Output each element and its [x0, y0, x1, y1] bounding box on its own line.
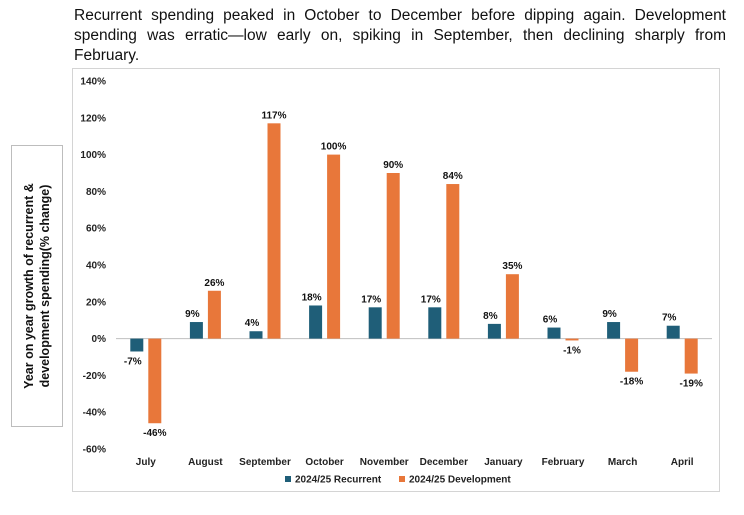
y-axis-title-box	[11, 145, 63, 427]
development-bar	[148, 338, 162, 424]
x-category-label: March	[608, 457, 637, 468]
development-bar	[684, 338, 698, 374]
recurrent-data-label: 17%	[361, 294, 381, 305]
y-tick-label: -20%	[83, 371, 106, 382]
x-category-label: July	[136, 457, 156, 468]
development-bar	[267, 123, 281, 339]
recurrent-bar	[487, 323, 501, 339]
development-bar	[625, 338, 639, 372]
recurrent-bar	[428, 307, 442, 339]
y-tick-label: -60%	[83, 445, 106, 456]
development-data-label: 90%	[383, 160, 403, 171]
development-data-label: 35%	[502, 261, 522, 272]
development-data-label: -19%	[680, 379, 703, 390]
recurrent-bar	[666, 325, 680, 339]
recurrent-bar	[130, 338, 144, 352]
recurrent-bar	[309, 305, 323, 339]
recurrent-data-label: 17%	[421, 294, 441, 305]
recurrent-data-label: -7%	[124, 356, 142, 367]
development-bar	[446, 184, 460, 339]
recurrent-data-label: 6%	[543, 315, 558, 326]
x-category-label: February	[542, 457, 585, 468]
recurrent-data-label: 4%	[245, 318, 260, 329]
x-category-label: August	[188, 457, 223, 468]
recurrent-data-label: 18%	[302, 292, 322, 303]
x-category-label: November	[360, 457, 409, 468]
recurrent-bar	[607, 322, 621, 339]
development-data-label: 100%	[321, 142, 347, 153]
y-tick-label: 100%	[80, 150, 106, 161]
y-tick-label: 140%	[80, 77, 106, 88]
development-bar	[505, 274, 519, 339]
recurrent-bar	[189, 322, 203, 339]
chart-caption: Recurrent spending peaked in October to …	[74, 7, 726, 64]
development-bar	[327, 154, 341, 339]
y-tick-label: 20%	[86, 297, 106, 308]
x-category-label: January	[484, 457, 523, 468]
development-data-label: -1%	[563, 345, 581, 356]
development-data-label: -46%	[143, 428, 166, 439]
recurrent-bar	[249, 331, 263, 339]
legend-swatch	[285, 476, 291, 482]
recurrent-data-label: 8%	[483, 311, 498, 322]
chart-frame	[72, 68, 720, 492]
development-data-label: -18%	[620, 377, 643, 388]
legend-label: 2024/25 Development	[409, 475, 511, 486]
x-category-label: October	[305, 457, 343, 468]
recurrent-data-label: 7%	[662, 313, 677, 324]
legend-label: 2024/25 Recurrent	[295, 475, 382, 486]
development-data-label: 117%	[261, 110, 286, 121]
y-tick-label: 120%	[80, 113, 106, 124]
x-category-label: September	[239, 457, 291, 468]
x-category-label: December	[420, 457, 468, 468]
development-data-label: 84%	[443, 171, 463, 182]
y-tick-label: 0%	[92, 334, 107, 345]
y-tick-label: 80%	[86, 187, 106, 198]
y-tick-label: -40%	[83, 408, 106, 419]
recurrent-bar	[368, 307, 382, 339]
development-bar	[207, 290, 221, 339]
development-bar	[565, 338, 579, 341]
x-category-label: April	[671, 457, 694, 468]
development-bar	[386, 173, 400, 339]
y-tick-label: 60%	[86, 224, 106, 235]
y-tick-label: 40%	[86, 261, 106, 272]
development-data-label: 26%	[204, 278, 224, 289]
recurrent-bar	[547, 327, 561, 339]
legend-swatch	[399, 476, 405, 482]
recurrent-data-label: 9%	[185, 309, 200, 320]
recurrent-data-label: 9%	[602, 309, 617, 320]
